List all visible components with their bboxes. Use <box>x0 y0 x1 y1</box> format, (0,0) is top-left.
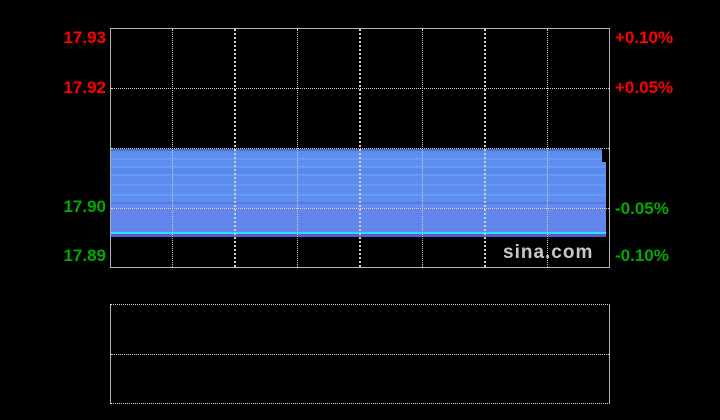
volume-panel <box>110 304 610 404</box>
grid-h-line-17.92 <box>111 88 609 89</box>
price-area-band <box>111 149 606 237</box>
percent-axis-label: +0.05% <box>615 78 674 97</box>
grid-h-line-17.91-prev-close <box>111 148 609 149</box>
price-axis-label: 17.92 <box>63 78 106 97</box>
grid-h-line-17.90 <box>111 208 609 209</box>
price-axis-label: 17.93 <box>63 28 106 47</box>
price-chart-plot-area <box>110 28 610 268</box>
price-axis-label: 17.89 <box>63 246 106 265</box>
price-band-end-dip <box>602 149 607 162</box>
percent-axis-label: -0.10% <box>615 246 669 265</box>
percent-axis-label: -0.05% <box>615 199 669 218</box>
sina-watermark: sina.com <box>503 242 594 263</box>
volume-panel-midline <box>111 354 609 355</box>
percent-axis-label: +0.10% <box>615 28 674 47</box>
price-axis-label: 17.90 <box>63 197 106 216</box>
